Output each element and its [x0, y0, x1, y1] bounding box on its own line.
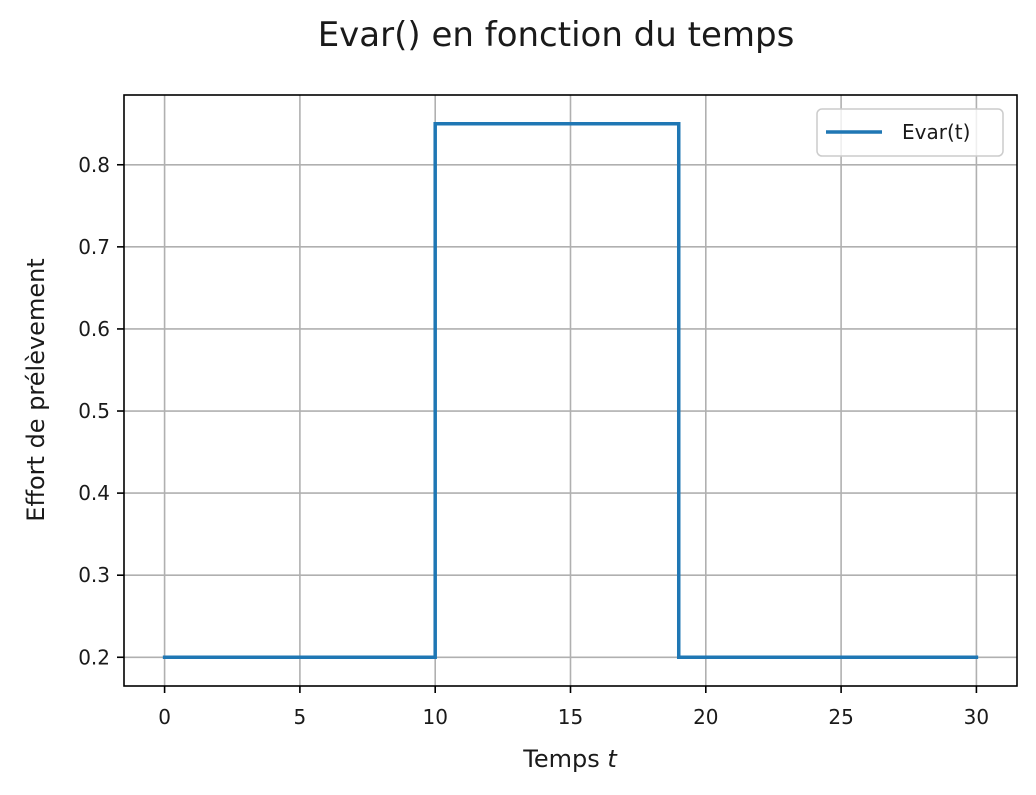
x-axis-label: Temps t: [522, 745, 618, 773]
y-tick-label: 0.5: [78, 399, 110, 423]
x-tick-label: 15: [558, 705, 583, 729]
x-tick-label: 30: [964, 705, 989, 729]
plot-lines: [162, 121, 979, 660]
y-tick-label: 0.3: [78, 563, 110, 587]
x-tick-label: 10: [422, 705, 447, 729]
y-axis-ticks: 0.2 0.3 0.4 0.5 0.6 0.7 0.8: [78, 153, 124, 669]
y-tick-label: 0.2: [78, 645, 110, 669]
y-tick-label: 0.6: [78, 317, 110, 341]
x-tick-label: 20: [693, 705, 718, 729]
x-axis-ticks: 0 5 10 15 20 25 30: [158, 686, 989, 729]
x-tick-label: 0: [158, 705, 171, 729]
x-tick-label: 5: [294, 705, 307, 729]
series-line-evar: [162, 121, 979, 660]
legend-label-evar: Evar(t): [902, 120, 970, 144]
x-axis-label-variable: t: [607, 745, 618, 773]
x-tick-label: 25: [828, 705, 853, 729]
legend-box: [816, 108, 1004, 157]
y-tick-label: 0.8: [78, 153, 110, 177]
legend: Evar(t): [816, 108, 1004, 157]
chart-title: Evar() en fonction du temps: [318, 15, 795, 55]
y-tick-label: 0.7: [78, 235, 110, 259]
y-tick-label: 0.4: [78, 481, 110, 505]
x-axis-label-text: Temps: [522, 745, 607, 773]
y-axis-label: Effort de prélèvement: [22, 258, 50, 521]
